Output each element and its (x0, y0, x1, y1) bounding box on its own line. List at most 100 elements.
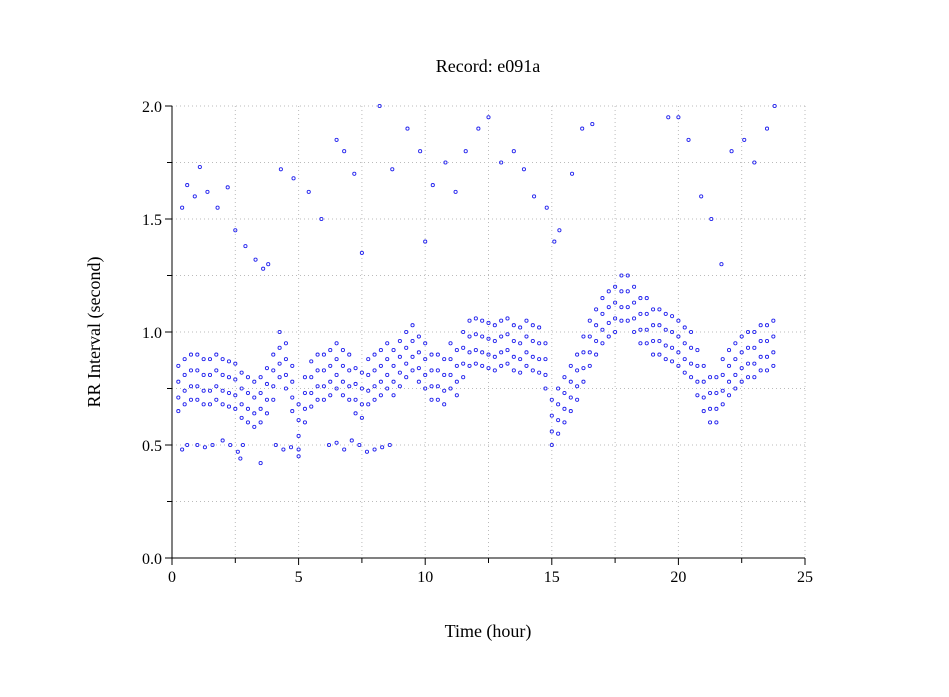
axes: 0 5 10 15 20 25 0.0 0.5 1.0 1.5 2.0 (142, 99, 813, 586)
data-point (556, 418, 561, 423)
data-point (277, 361, 282, 366)
data-point (296, 402, 301, 407)
data-point (266, 262, 271, 267)
data-point (226, 390, 232, 396)
data-point (518, 370, 523, 375)
data-point (657, 352, 662, 357)
data-point (562, 420, 567, 425)
data-point (391, 348, 396, 353)
data-point (328, 348, 333, 353)
data-point (258, 420, 263, 425)
data-point (391, 393, 396, 398)
data-point (463, 149, 468, 154)
data-point (385, 386, 390, 391)
data-point (739, 350, 744, 355)
data-point (745, 329, 751, 335)
data-point (176, 409, 181, 414)
data-point (575, 352, 580, 357)
data-point (752, 345, 757, 350)
data-point (594, 307, 599, 312)
data-point (701, 379, 706, 384)
data-point (416, 334, 421, 339)
data-point (543, 357, 548, 362)
data-point (201, 402, 206, 407)
data-point (454, 363, 459, 368)
data-point (726, 363, 732, 368)
data-point (202, 445, 207, 450)
data-point (233, 406, 238, 411)
data-point (410, 338, 415, 344)
data-point (225, 185, 230, 190)
x-tick-label: 10 (417, 569, 433, 586)
data-point (448, 357, 453, 362)
y-tick-label: 1.5 (142, 212, 162, 229)
data-point (499, 160, 504, 165)
data-point (283, 341, 288, 346)
data-point (467, 318, 472, 323)
data-point (644, 341, 649, 346)
data-point (772, 103, 777, 109)
data-point (733, 357, 738, 362)
data-point (575, 384, 580, 389)
data-point (619, 305, 624, 310)
data-point (334, 372, 339, 377)
data-point (366, 372, 371, 377)
data-point (638, 327, 643, 332)
data-point (524, 363, 529, 368)
data-point (321, 397, 326, 402)
data-point (328, 363, 333, 368)
data-point (296, 447, 301, 452)
x-tick-label: 25 (797, 569, 813, 586)
data-point (581, 379, 586, 384)
data-point (758, 338, 763, 344)
data-point (334, 357, 339, 362)
data-point (764, 354, 770, 359)
data-point (296, 433, 301, 439)
data-point (334, 440, 339, 445)
data-point (378, 363, 383, 368)
data-point (176, 363, 181, 368)
data-point (670, 359, 675, 364)
data-point (296, 454, 301, 459)
data-point (568, 379, 573, 384)
data-point (619, 289, 624, 294)
data-point (632, 284, 637, 289)
data-point (600, 327, 605, 332)
data-point (377, 103, 382, 109)
data-point (562, 406, 567, 411)
data-point (321, 368, 326, 373)
data-point (742, 137, 747, 142)
data-point (309, 359, 314, 364)
data-point (201, 357, 206, 362)
data-point (613, 284, 618, 289)
data-point (258, 461, 263, 466)
data-point (442, 402, 447, 407)
data-point (201, 388, 206, 393)
data-point (758, 368, 763, 373)
data-point (334, 341, 339, 346)
data-point (638, 296, 643, 301)
data-point (486, 320, 491, 326)
data-point (404, 329, 409, 335)
y-axis-label: RR Interval (second) (84, 257, 105, 408)
data-point (357, 442, 362, 448)
data-point (461, 345, 466, 350)
data-point (752, 361, 757, 366)
data-point (239, 402, 244, 407)
data-point (359, 402, 364, 407)
data-point (657, 307, 662, 312)
data-point (676, 363, 681, 368)
data-point (676, 334, 681, 339)
data-point (245, 390, 251, 396)
data-point (195, 397, 200, 402)
data-point (430, 183, 435, 188)
data-point (352, 171, 357, 176)
data-point (524, 318, 529, 323)
data-point (670, 329, 675, 335)
data-point (378, 348, 383, 353)
data-point (214, 397, 219, 402)
data-point (215, 205, 220, 210)
data-point (676, 318, 681, 323)
data-point (733, 341, 738, 346)
